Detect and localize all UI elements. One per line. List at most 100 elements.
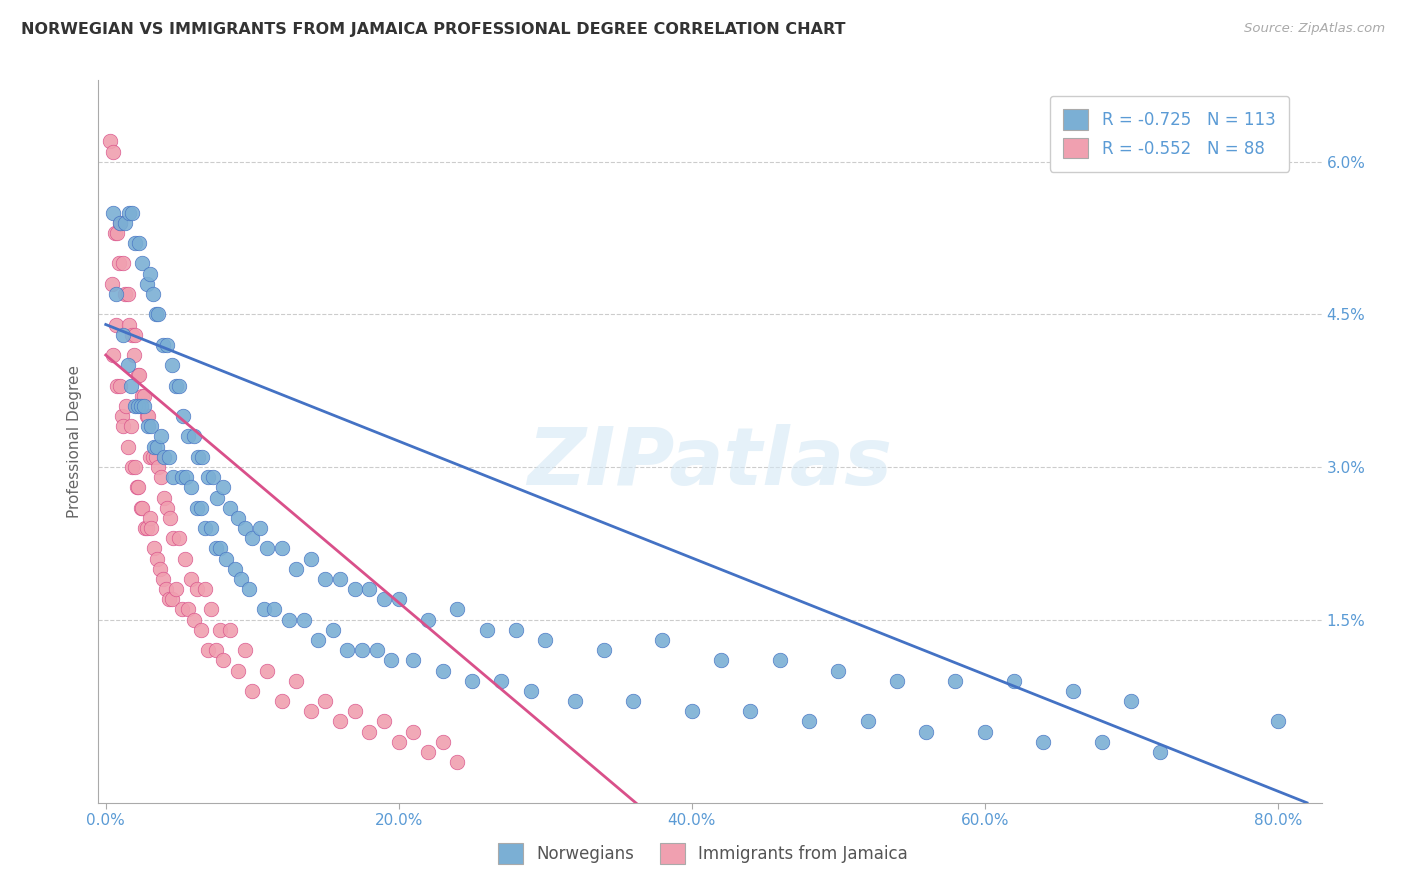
Point bbox=[135, 277, 157, 291]
Point bbox=[915, 724, 938, 739]
Point bbox=[208, 623, 231, 637]
Point bbox=[172, 409, 194, 423]
Point bbox=[197, 643, 219, 657]
Point bbox=[797, 714, 820, 729]
Point bbox=[162, 531, 184, 545]
Point bbox=[127, 399, 149, 413]
Point bbox=[153, 491, 176, 505]
Point bbox=[156, 500, 179, 515]
Point bbox=[187, 450, 209, 464]
Point bbox=[186, 582, 208, 596]
Point bbox=[183, 429, 205, 443]
Point bbox=[149, 562, 172, 576]
Legend: Norwegians, Immigrants from Jamaica: Norwegians, Immigrants from Jamaica bbox=[492, 837, 914, 871]
Point bbox=[505, 623, 527, 637]
Point bbox=[124, 327, 146, 342]
Point bbox=[128, 236, 150, 251]
Point bbox=[973, 724, 995, 739]
Point bbox=[124, 236, 146, 251]
Point bbox=[336, 643, 359, 657]
Point bbox=[380, 653, 402, 667]
Y-axis label: Professional Degree: Professional Degree bbox=[67, 365, 83, 518]
Point bbox=[132, 399, 155, 413]
Point bbox=[110, 216, 132, 230]
Point bbox=[170, 470, 193, 484]
Point bbox=[194, 582, 217, 596]
Point bbox=[329, 572, 352, 586]
Point bbox=[101, 145, 124, 159]
Point bbox=[157, 450, 180, 464]
Point bbox=[197, 470, 219, 484]
Point bbox=[945, 673, 967, 688]
Point bbox=[446, 755, 468, 769]
Point bbox=[229, 572, 252, 586]
Point bbox=[129, 399, 152, 413]
Point bbox=[120, 419, 142, 434]
Point bbox=[226, 664, 249, 678]
Point bbox=[183, 613, 205, 627]
Point bbox=[127, 480, 149, 494]
Point bbox=[256, 664, 278, 678]
Point bbox=[366, 643, 388, 657]
Point bbox=[170, 602, 193, 616]
Point bbox=[143, 541, 166, 556]
Point bbox=[98, 134, 121, 148]
Point bbox=[127, 368, 149, 383]
Point bbox=[118, 205, 141, 219]
Point bbox=[112, 256, 135, 270]
Point bbox=[121, 205, 143, 219]
Point bbox=[110, 216, 132, 230]
Point bbox=[856, 714, 879, 729]
Point bbox=[491, 673, 513, 688]
Point bbox=[117, 358, 139, 372]
Point bbox=[118, 318, 141, 332]
Point bbox=[135, 521, 157, 535]
Point bbox=[208, 541, 231, 556]
Point bbox=[142, 287, 165, 301]
Point bbox=[359, 724, 381, 739]
Point bbox=[180, 480, 202, 494]
Point bbox=[1121, 694, 1143, 708]
Point bbox=[138, 267, 160, 281]
Point bbox=[534, 632, 557, 647]
Point bbox=[121, 327, 143, 342]
Point bbox=[180, 572, 202, 586]
Point bbox=[1062, 684, 1084, 698]
Point bbox=[270, 694, 292, 708]
Point bbox=[128, 368, 150, 383]
Point bbox=[162, 470, 184, 484]
Point bbox=[148, 307, 170, 321]
Point bbox=[155, 582, 177, 596]
Point bbox=[101, 348, 124, 362]
Point bbox=[373, 714, 395, 729]
Point bbox=[651, 632, 673, 647]
Point bbox=[136, 419, 159, 434]
Point bbox=[156, 338, 179, 352]
Point bbox=[388, 735, 411, 749]
Point bbox=[141, 521, 163, 535]
Point bbox=[299, 551, 322, 566]
Point bbox=[432, 664, 454, 678]
Point bbox=[160, 592, 183, 607]
Point bbox=[299, 704, 322, 718]
Point bbox=[108, 256, 131, 270]
Point bbox=[416, 613, 439, 627]
Point bbox=[191, 450, 214, 464]
Point bbox=[240, 684, 263, 698]
Point bbox=[886, 673, 908, 688]
Point bbox=[121, 460, 143, 475]
Point bbox=[114, 287, 136, 301]
Point bbox=[314, 694, 336, 708]
Point bbox=[112, 419, 135, 434]
Point bbox=[201, 470, 224, 484]
Point bbox=[117, 440, 139, 454]
Point bbox=[190, 500, 212, 515]
Point bbox=[157, 592, 180, 607]
Point bbox=[105, 318, 128, 332]
Point bbox=[519, 684, 541, 698]
Point bbox=[107, 226, 129, 240]
Point bbox=[373, 592, 395, 607]
Point bbox=[253, 602, 276, 616]
Point bbox=[256, 541, 278, 556]
Text: Source: ZipAtlas.com: Source: ZipAtlas.com bbox=[1244, 22, 1385, 36]
